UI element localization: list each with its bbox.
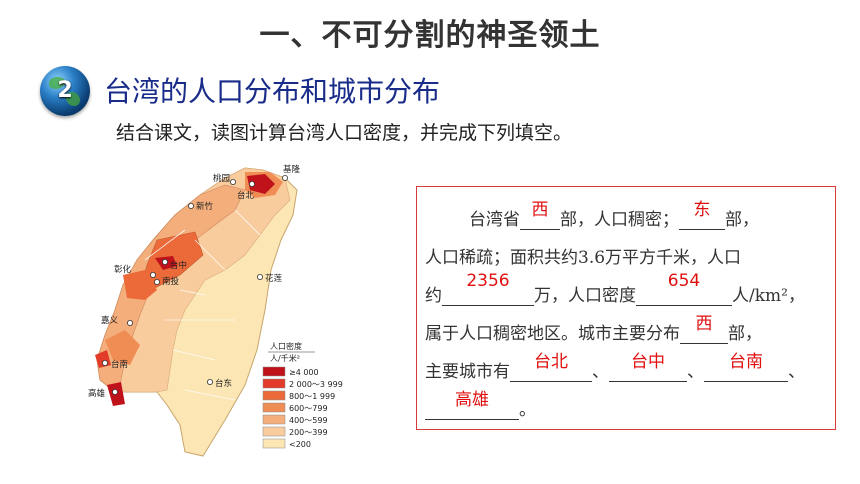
answer-blank[interactable]: 东 bbox=[679, 200, 725, 230]
city-label: 彰化 bbox=[114, 264, 132, 275]
city-label: 台东 bbox=[215, 378, 232, 389]
south-orange bbox=[105, 330, 140, 365]
city-label: 高雄 bbox=[88, 388, 106, 399]
legend-label: ≥4 000 bbox=[289, 368, 319, 377]
legend-label: 200～399 bbox=[289, 428, 328, 437]
city-label: 台北 bbox=[237, 190, 255, 201]
answer-blank[interactable]: 台北 bbox=[510, 352, 592, 382]
fill-in-box: 台湾省西部，人口稠密；东部， 人口稀疏；面积共约3.6万平方千米，人口 约 235… bbox=[416, 186, 836, 430]
answer-blank[interactable]: 高雄 bbox=[425, 390, 519, 420]
section-heading: 台湾的人口分布和城市分布 bbox=[104, 75, 441, 108]
fill-line-3: 约 2356 万，人口密度 654 人/km²， bbox=[425, 271, 805, 306]
legend-title: 人口密度 bbox=[270, 341, 302, 351]
city-label: 桃园 bbox=[213, 173, 230, 184]
fill-line-5: 主要城市有 台北、台中、台南、 bbox=[425, 352, 805, 382]
map-legend: 人口密度 人/千米² ≥4 000 2 000～3 999 800～1 999 600… bbox=[262, 341, 343, 449]
taiwan-population-map: 基隆 桃园 台北 新竹 台中 彰化 南投 花莲 嘉义 台南 高雄 台东 人口密度… bbox=[88, 164, 343, 457]
fill-line-6: 高雄。 bbox=[425, 390, 536, 420]
fill-line-2: 人口稀疏；面积共约3.6万平方千米，人口 bbox=[425, 248, 742, 268]
city-label: 花莲 bbox=[265, 273, 283, 284]
legend-swatch bbox=[262, 438, 286, 449]
legend-swatch bbox=[262, 390, 286, 401]
city-label: 基隆 bbox=[283, 164, 301, 175]
globe-icon: 2 bbox=[40, 66, 90, 116]
legend-swatch bbox=[262, 378, 286, 389]
legend-label: 600～799 bbox=[289, 404, 328, 413]
legend-swatch bbox=[262, 402, 286, 413]
legend-label: 2 000～3 999 bbox=[289, 380, 343, 389]
taipei-red bbox=[247, 174, 275, 194]
fill-line-4: 属于人口稠密地区。城市主要分布西部， bbox=[425, 314, 762, 344]
answer-blank[interactable]: 台中 bbox=[609, 352, 687, 382]
answer-blank[interactable]: 台南 bbox=[704, 352, 788, 382]
legend-swatch bbox=[262, 366, 286, 377]
answer-blank[interactable]: 2356 bbox=[442, 271, 534, 306]
city-label: 台中 bbox=[170, 260, 187, 271]
answer-blank[interactable]: 654 bbox=[636, 271, 732, 306]
instruction-text: 结合课文，读图计算台湾人口密度，并完成下列填空。 bbox=[116, 122, 573, 144]
legend-unit: 人/千米² bbox=[270, 353, 300, 363]
city-label: 嘉义 bbox=[101, 315, 119, 326]
changhua-orange bbox=[123, 270, 157, 300]
page-title: 一、不可分割的神圣领土 bbox=[259, 18, 601, 53]
legend-label: <200 bbox=[289, 440, 311, 449]
city-label: 台南 bbox=[111, 359, 128, 370]
legend-label: 800～1 999 bbox=[289, 392, 335, 401]
section-number: 2 bbox=[57, 78, 73, 103]
legend-swatch bbox=[262, 414, 286, 425]
answer-blank[interactable]: 西 bbox=[520, 200, 560, 230]
legend-label: 400～599 bbox=[289, 416, 328, 425]
legend-swatch bbox=[262, 426, 286, 437]
fill-line-1: 台湾省西部，人口稠密；东部， bbox=[469, 200, 759, 230]
answer-blank[interactable]: 西 bbox=[680, 314, 728, 344]
city-label: 新竹 bbox=[196, 201, 214, 212]
city-label: 南投 bbox=[162, 276, 180, 287]
